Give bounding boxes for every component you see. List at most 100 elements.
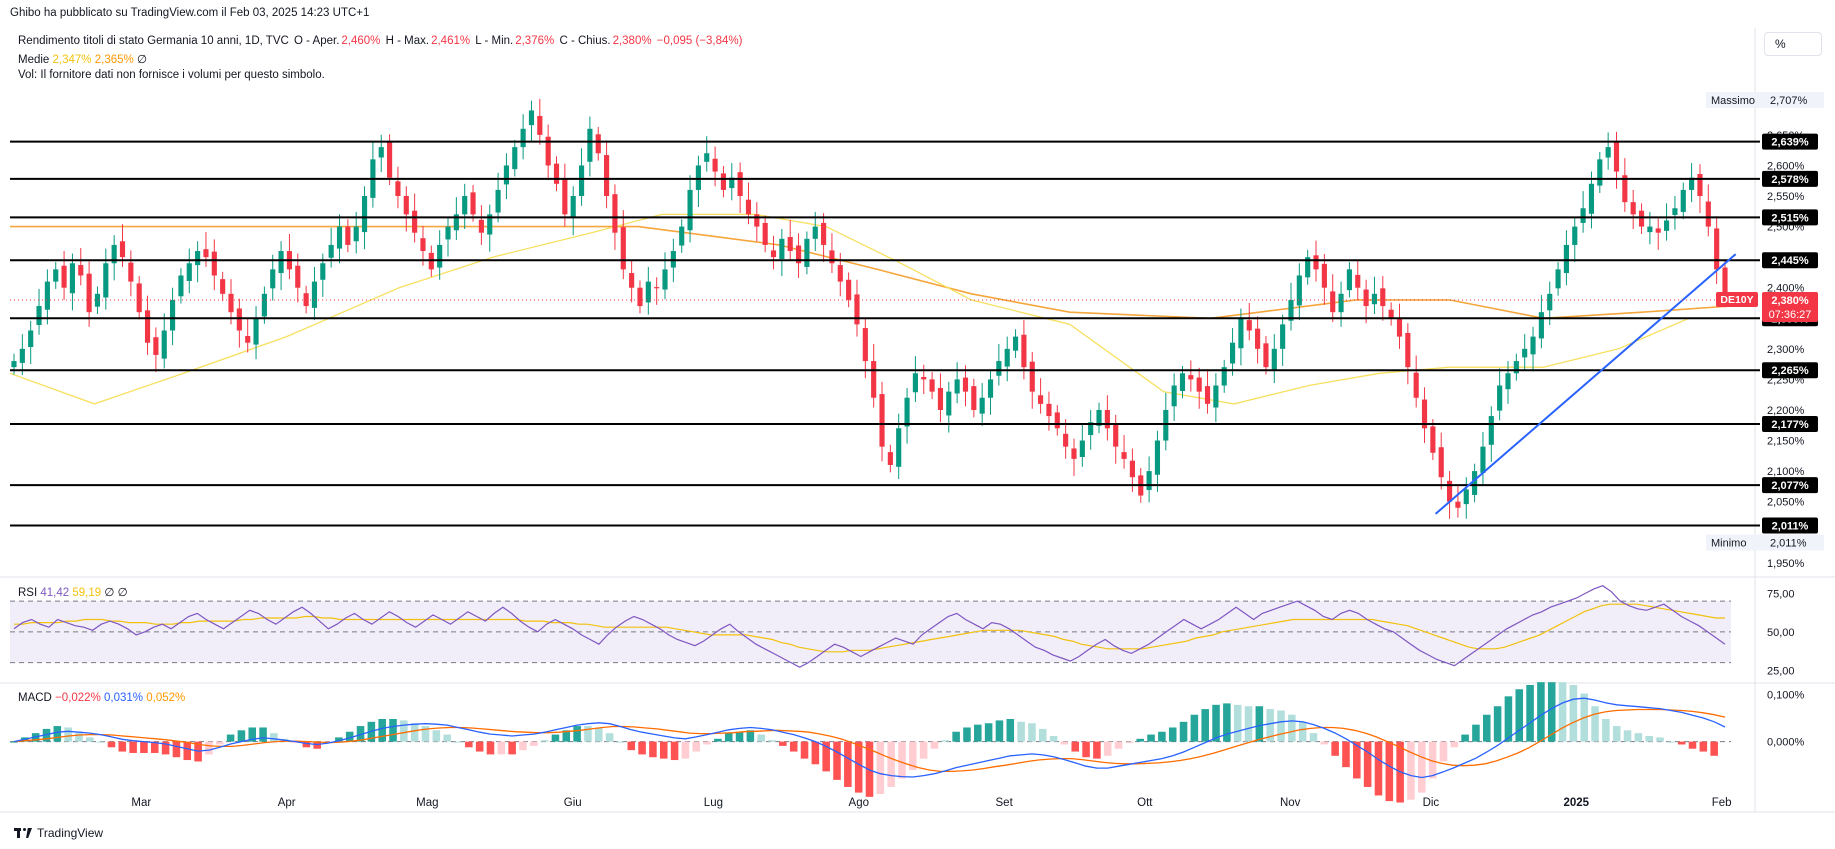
change-value: −0,095 (−3,84%) — [656, 35, 743, 47]
candle-body — [1697, 174, 1703, 197]
rsi-empty-2: ∅ — [117, 587, 128, 599]
candle-body — [1163, 409, 1169, 441]
candle-body — [186, 263, 192, 281]
level-tag — [1762, 209, 1818, 226]
macd-histogram-bar — [1017, 721, 1025, 742]
candle-body — [1296, 275, 1302, 306]
macd-histogram-bar — [400, 720, 408, 742]
macd-histogram-bar — [833, 741, 841, 780]
level-tag — [1762, 170, 1818, 187]
candle-body — [445, 226, 451, 240]
macd-histogram-bar — [75, 733, 83, 742]
macd-histogram-bar — [215, 741, 224, 745]
macd-signal-line — [13, 708, 1726, 773]
candle-body — [220, 279, 226, 294]
macd-histogram-bar — [96, 741, 105, 743]
time-axis-label: Set — [996, 797, 1014, 809]
macd-legend[interactable]: MACD −0,022% 0,031% 0,052% — [18, 692, 185, 704]
level-tag-label: 2,515% — [1771, 212, 1809, 224]
candle-body — [1630, 202, 1636, 215]
candle-body — [1655, 228, 1661, 233]
ma-empty-value: ∅ — [136, 54, 147, 66]
macd-histogram-bar — [681, 741, 690, 759]
level-tag — [1762, 133, 1818, 150]
candle-body — [36, 306, 42, 325]
candle-body — [687, 189, 693, 231]
macd-histogram-bar — [1407, 741, 1415, 800]
candle-body — [1421, 399, 1428, 429]
macd-histogram-bar — [952, 731, 960, 742]
level-tag-label: 2,077% — [1771, 480, 1809, 492]
candle-body — [921, 376, 927, 380]
ma-label: Medie — [18, 54, 50, 66]
candle-body — [1530, 336, 1536, 355]
macd-signal-value: 0,052% — [146, 692, 186, 704]
macd-histogram-bar — [594, 727, 603, 742]
candle-body — [1255, 328, 1261, 349]
candle-body — [1522, 348, 1528, 358]
macd-line — [13, 697, 1726, 779]
candle-body — [537, 115, 543, 135]
high-label: H - Max. — [385, 35, 430, 47]
footer-brand[interactable]: TradingView — [14, 826, 103, 840]
candle-body — [420, 238, 426, 252]
macd-histogram-bar — [1645, 735, 1653, 742]
macd-histogram-bar — [10, 741, 18, 743]
candle-body — [311, 281, 318, 308]
candle-body — [336, 226, 343, 249]
macd-histogram-bar — [1190, 714, 1199, 742]
macd-histogram-bar — [1526, 685, 1534, 742]
candle-body — [1638, 210, 1645, 227]
ma-short-line — [9, 213, 1731, 405]
candle-body — [1238, 318, 1244, 349]
macd-tick-label: 0,000% — [1767, 737, 1805, 749]
candle-body — [1054, 412, 1060, 429]
macd-histogram-bar — [302, 741, 311, 748]
percent-scale-button[interactable]: % — [1764, 32, 1822, 56]
price-tick-label: 2,550% — [1767, 191, 1805, 203]
price-tick-label: 2,150% — [1767, 436, 1805, 448]
candle-body — [737, 172, 743, 197]
candle-body — [437, 244, 443, 268]
candle-body — [1555, 269, 1561, 289]
candle-body — [495, 189, 501, 213]
candle-body — [1513, 361, 1519, 374]
macd-histogram-bar — [1093, 741, 1101, 759]
macd-hist-value: −0,022% — [55, 692, 101, 704]
candle-body — [412, 210, 418, 233]
macd-histogram-bar — [53, 726, 62, 742]
level-tag-label: 2,639% — [1771, 137, 1809, 149]
rsi-line — [13, 585, 1726, 668]
candle-body — [779, 238, 785, 259]
macd-histogram-bar — [638, 741, 646, 755]
macd-histogram-bar — [1493, 706, 1502, 742]
macd-histogram-bar — [172, 741, 181, 758]
candle-body — [887, 452, 893, 465]
candle-body — [1538, 312, 1544, 339]
level-tag-label: 2,011% — [1772, 520, 1809, 532]
macd-histogram-bar — [1266, 709, 1274, 742]
tradingview-logo-icon — [14, 828, 32, 838]
level-tag — [1762, 362, 1818, 379]
macd-histogram-bar — [1515, 689, 1524, 742]
min-value: 2,011% — [1770, 537, 1807, 549]
macd-histogram-bar — [1602, 718, 1610, 742]
macd-histogram-bar — [1277, 710, 1285, 742]
macd-histogram-bar — [1591, 706, 1599, 742]
candle-body — [270, 269, 276, 289]
candle-body — [862, 328, 868, 362]
price-tick-label: 2,300% — [1767, 344, 1805, 356]
candle-body — [1088, 422, 1094, 436]
ma-legend[interactable]: Medie 2,347% 2,365% ∅ — [18, 52, 147, 66]
candle-body — [520, 128, 526, 148]
candle-body — [78, 265, 84, 276]
macd-histogram-bar — [692, 741, 701, 752]
candle-body — [679, 226, 685, 246]
candle-body — [1613, 141, 1620, 172]
max-label: Massimo — [1711, 95, 1755, 107]
candle-body — [61, 265, 67, 288]
candle-body — [345, 226, 351, 245]
volume-note: Vol: Il fornitore dati non fornisce i vo… — [18, 69, 325, 81]
rsi-legend[interactable]: RSI 41,42 59,19 ∅ ∅ — [18, 585, 128, 599]
